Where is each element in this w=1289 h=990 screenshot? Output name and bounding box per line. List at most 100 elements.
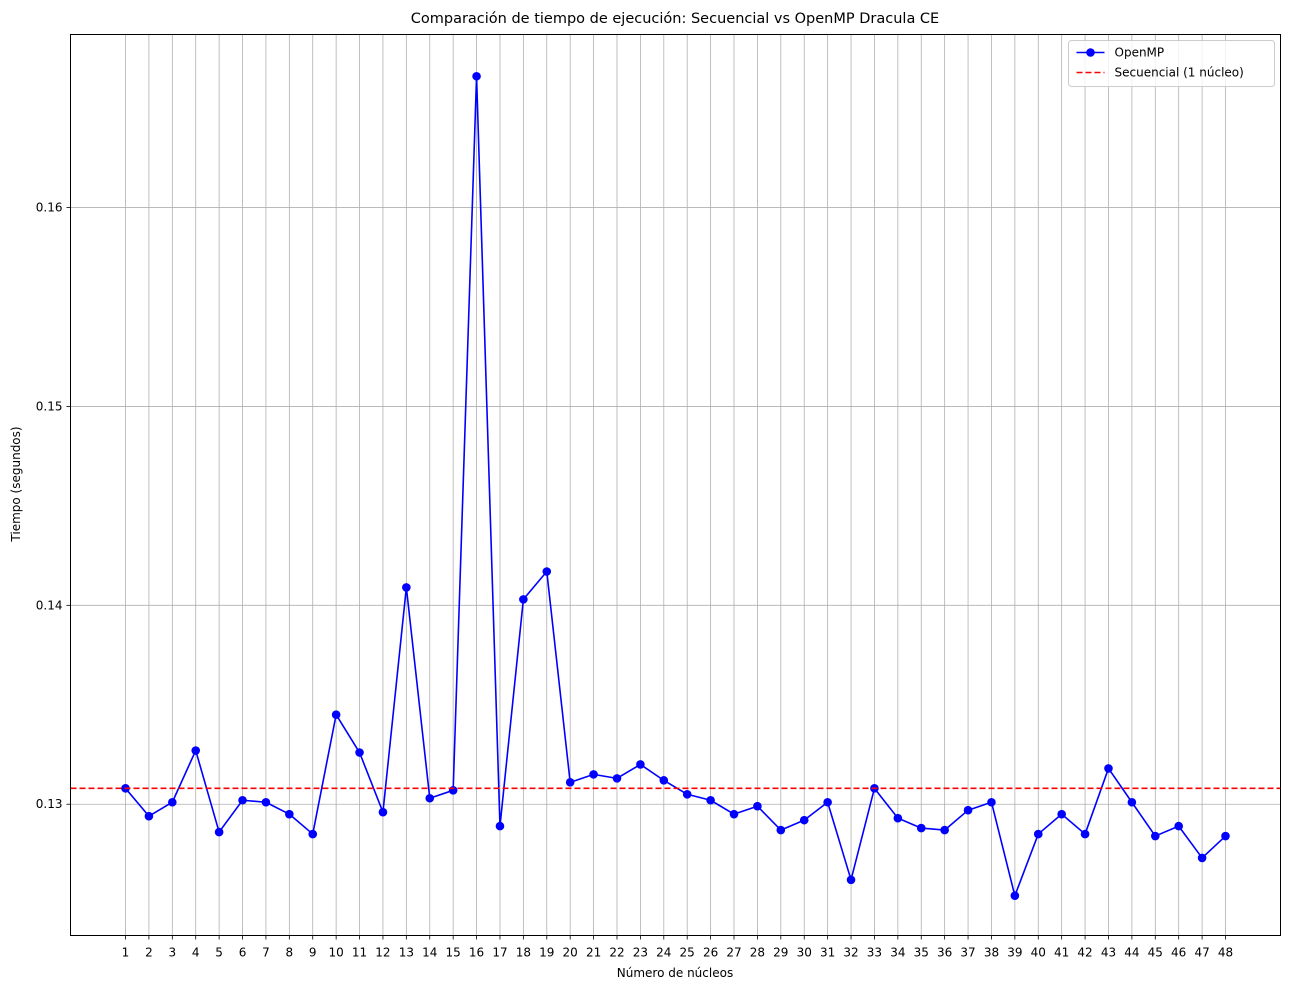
x-tick-label: 8 (286, 946, 294, 960)
data-point-openmp (1080, 829, 1090, 839)
x-tick-label: 20 (563, 946, 578, 960)
x-tick-label: 37 (960, 946, 975, 960)
x-tick-label: 1 (122, 946, 130, 960)
x-tick-label: 2 (145, 946, 153, 960)
x-axis-label: Número de núcleos (617, 966, 733, 980)
y-tick-label: 0.13 (36, 797, 63, 811)
x-tick-label: 36 (937, 946, 952, 960)
x-tick-label: 15 (446, 946, 461, 960)
x-tick-label: 48 (1218, 946, 1233, 960)
x-tick-label: 42 (1077, 946, 1092, 960)
data-point-openmp (425, 793, 435, 803)
legend-box (1068, 40, 1275, 87)
y-tick-label: 0.14 (36, 598, 63, 612)
x-tick-label: 7 (262, 946, 270, 960)
x-tick-label: 39 (1007, 946, 1022, 960)
chart-title: Comparación de tiempo de ejecución: Secu… (411, 11, 939, 27)
series-layer (70, 71, 1281, 901)
data-point-openmp (308, 829, 318, 839)
x-tick-label: 26 (703, 946, 718, 960)
data-point-openmp (168, 797, 177, 807)
data-point-openmp (893, 813, 903, 823)
x-tick-label: 46 (1171, 946, 1186, 960)
x-tick-label: 22 (609, 946, 624, 960)
y-tick-label: 0.16 (36, 201, 63, 215)
data-point-openmp (706, 795, 715, 805)
legend-label-openmp: OpenMP (1115, 46, 1165, 60)
data-point-openmp (1127, 797, 1137, 807)
data-point-openmp (753, 801, 762, 811)
data-point-openmp (1010, 891, 1020, 901)
data-point-openmp (565, 778, 575, 787)
legend: OpenMP Secuencial (1 núcleo) (1068, 40, 1275, 87)
data-point-openmp (987, 797, 996, 807)
x-tick-label: 44 (1124, 946, 1139, 960)
x-tick-label: 31 (820, 946, 835, 960)
legend-label-secuencial: Secuencial (1 núcleo) (1115, 66, 1244, 80)
data-point-openmp (378, 807, 388, 817)
data-point-openmp (846, 875, 856, 885)
legend-marker-openmp (1086, 48, 1095, 57)
data-point-openmp (1221, 831, 1230, 841)
x-tick-label: 14 (422, 946, 437, 960)
x-tick-label: 27 (726, 946, 741, 960)
x-tick-label: 29 (773, 946, 788, 960)
data-point-openmp (612, 774, 622, 783)
data-point-openmp (144, 811, 154, 821)
x-tick-label: 40 (1031, 946, 1046, 960)
series-line-openmp (124, 75, 1227, 897)
x-tick-label: 11 (352, 946, 367, 960)
x-tick-label: 34 (890, 946, 905, 960)
x-tick-label: 30 (797, 946, 812, 960)
data-point-openmp (331, 710, 341, 720)
data-point-openmp (940, 825, 949, 835)
data-point-openmp (682, 789, 692, 799)
data-point-openmp (776, 825, 786, 835)
x-tick-label: 6 (239, 946, 247, 960)
x-tick-label: 43 (1101, 946, 1116, 960)
x-tick-label: 4 (192, 946, 200, 960)
y-tick-label: 0.15 (36, 399, 63, 413)
x-tick-label: 45 (1148, 946, 1163, 960)
data-point-openmp (799, 815, 809, 825)
data-point-openmp (355, 748, 364, 757)
x-tick-label: 41 (1054, 946, 1069, 960)
y-axis: 0.13 0.14 0.15 0.16 (36, 201, 71, 811)
data-point-openmp (589, 770, 598, 779)
x-tick-label: 17 (492, 946, 507, 960)
x-tick-label: 19 (539, 946, 554, 960)
x-tick-label: 38 (984, 946, 999, 960)
x-tick-label: 9 (309, 946, 317, 960)
x-tick-label: 18 (516, 946, 531, 960)
data-point-openmp (659, 776, 669, 785)
data-point-openmp (1033, 829, 1043, 839)
data-point-openmp (823, 797, 832, 807)
x-tick-label: 24 (656, 946, 671, 960)
x-tick-label: 5 (215, 946, 223, 960)
data-point-openmp (402, 583, 411, 592)
x-tick-label: 3 (168, 946, 176, 960)
data-point-openmp (542, 567, 552, 576)
y-axis-label: Tiempo (segundos) (9, 426, 23, 542)
data-point-openmp (1150, 831, 1160, 841)
data-point-openmp (1174, 821, 1183, 831)
x-tick-label: 25 (680, 946, 695, 960)
x-tick-label: 21 (586, 946, 601, 960)
data-point-openmp (261, 797, 271, 807)
data-point-openmp (285, 809, 294, 819)
data-point-openmp (238, 795, 247, 805)
data-point-openmp (963, 805, 973, 815)
data-point-openmp (729, 809, 739, 819)
data-point-openmp (636, 760, 645, 769)
x-tick-label: 28 (750, 946, 765, 960)
data-point-openmp (214, 827, 224, 837)
x-tick-label: 12 (375, 946, 390, 960)
x-tick-label: 47 (1194, 946, 1209, 960)
grid (70, 34, 1281, 936)
x-tick-label: 32 (843, 946, 858, 960)
data-point-openmp (448, 786, 458, 795)
data-point-openmp (495, 821, 505, 831)
data-point-openmp (472, 71, 481, 81)
